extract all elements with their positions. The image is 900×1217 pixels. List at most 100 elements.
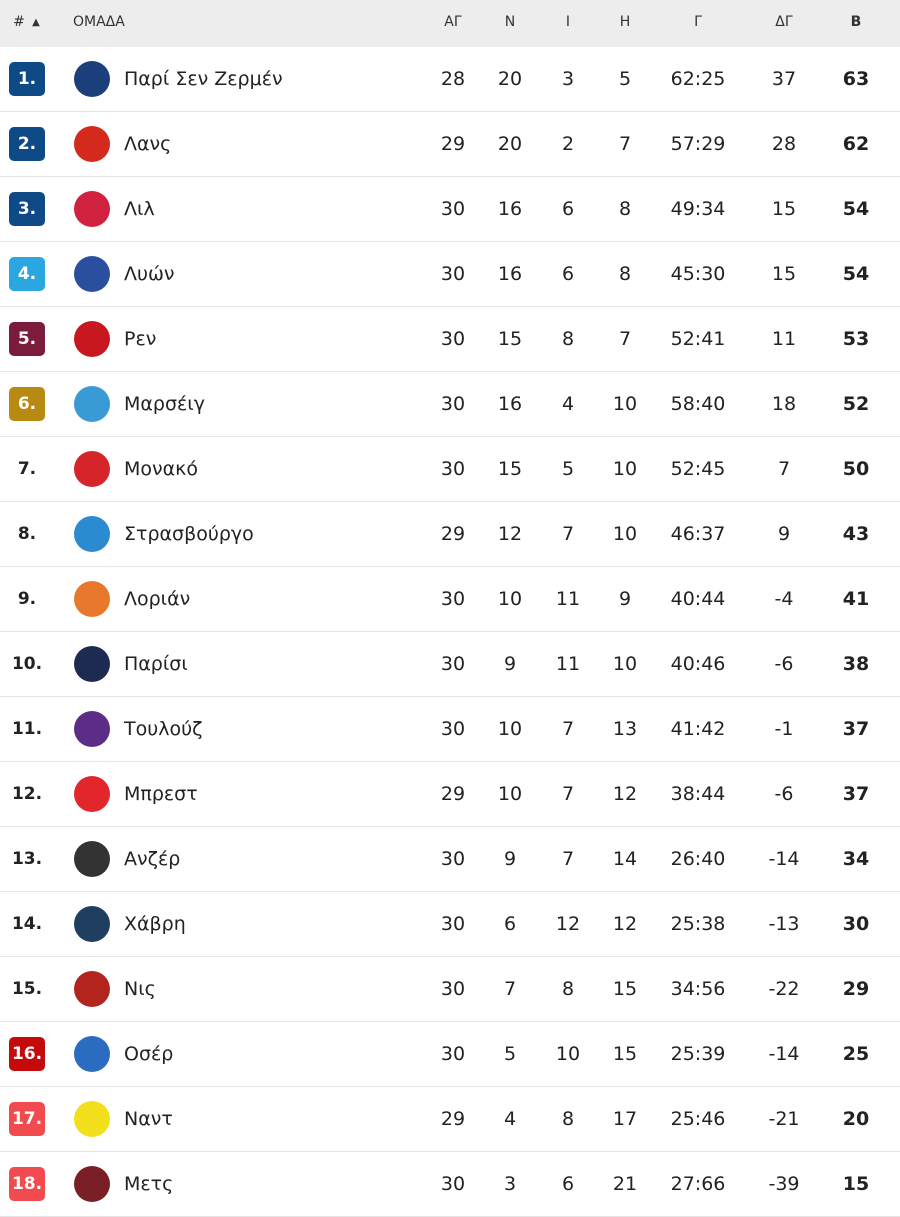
header-played[interactable]: ΑΓ [444,14,462,30]
played: 29 [440,523,466,545]
header-won[interactable]: Ν [504,14,516,30]
table-row[interactable]: 5. Ρεν 30 15 8 7 52:41 11 53 [0,307,900,372]
draw: 12 [555,913,581,935]
team-logo-icon [74,1036,110,1072]
team-logo-icon [74,1101,110,1137]
table-row[interactable]: 8. Στρασβούργο 29 12 7 10 46:37 9 43 [0,502,900,567]
won: 10 [497,783,523,805]
won: 7 [503,978,517,1000]
team-name[interactable]: Παρί Σεν Ζερμέν [124,68,283,90]
position-badge: 10. [11,654,43,674]
points: 37 [842,783,870,805]
table-row[interactable]: 4. Λυών 30 16 6 8 45:30 15 54 [0,242,900,307]
table-header: # ▲ ΟΜΑΔΑ ΑΓ Ν Ι Η Γ ΔΓ Β [0,0,900,47]
header-points[interactable]: Β [850,14,862,30]
lost: 12 [612,913,638,935]
points: 29 [842,978,870,1000]
table-row[interactable]: 7. Μονακό 30 15 5 10 52:45 7 50 [0,437,900,502]
goals: 25:46 [670,1108,726,1130]
points: 20 [842,1108,870,1130]
team-name[interactable]: Λανς [124,133,172,155]
table-row[interactable]: 14. Χάβρη 30 6 12 12 25:38 -13 30 [0,892,900,957]
lost: 10 [612,458,638,480]
team-logo-icon [74,841,110,877]
table-row[interactable]: 3. Λιλ 30 16 6 8 49:34 15 54 [0,177,900,242]
team-name[interactable]: Λυών [124,263,175,285]
team-name[interactable]: Ανζέρ [124,848,181,870]
team-name[interactable]: Παρίσι [124,653,188,675]
header-team[interactable]: ΟΜΑΔΑ [73,14,125,30]
table-row[interactable]: 16. Οσέρ 30 5 10 15 25:39 -14 25 [0,1022,900,1087]
played: 30 [440,978,466,1000]
lost: 10 [612,523,638,545]
team-name[interactable]: Τουλούζ [124,718,203,740]
lost: 13 [612,718,638,740]
team-logo-icon [74,256,110,292]
lost: 9 [618,588,632,610]
lost: 21 [612,1173,638,1195]
table-row[interactable]: 13. Ανζέρ 30 9 7 14 26:40 -14 34 [0,827,900,892]
team-name[interactable]: Στρασβούργο [124,523,254,545]
goals: 62:25 [670,68,726,90]
sort-ascending-icon[interactable]: ▲ [32,17,40,28]
team-name[interactable]: Μπρεστ [124,783,198,805]
goals: 52:45 [670,458,726,480]
table-row[interactable]: 18. Μετς 30 3 6 21 27:66 -39 15 [0,1152,900,1217]
team-name[interactable]: Χάβρη [124,913,186,935]
table-row[interactable]: 15. Νις 30 7 8 15 34:56 -22 29 [0,957,900,1022]
table-row[interactable]: 12. Μπρεστ 29 10 7 12 38:44 -6 37 [0,762,900,827]
team-name[interactable]: Οσέρ [124,1043,174,1065]
header-position[interactable]: # [13,14,25,30]
team-logo-icon [74,906,110,942]
points: 37 [842,718,870,740]
team-name[interactable]: Μαρσέιγ [124,393,205,415]
points: 15 [842,1173,870,1195]
header-goal-diff[interactable]: ΔΓ [775,14,793,30]
team-name[interactable]: Ναντ [124,1108,173,1130]
team-logo-icon [74,61,110,97]
goals: 26:40 [670,848,726,870]
header-goals[interactable]: Γ [694,14,702,30]
goals: 46:37 [670,523,726,545]
draw: 10 [555,1043,581,1065]
team-name[interactable]: Λιλ [124,198,155,220]
won: 4 [503,1108,517,1130]
draw: 6 [561,263,575,285]
header-lost[interactable]: Η [619,14,631,30]
goals: 49:34 [670,198,726,220]
team-name[interactable]: Μετς [124,1173,174,1195]
goals: 58:40 [670,393,726,415]
team-logo-icon [74,646,110,682]
played: 30 [440,588,466,610]
draw: 5 [561,458,575,480]
draw: 11 [555,588,581,610]
goals: 38:44 [670,783,726,805]
goal-diff: 9 [777,523,791,545]
played: 29 [440,133,466,155]
table-row[interactable]: 10. Παρίσι 30 9 11 10 40:46 -6 38 [0,632,900,697]
won: 9 [503,848,517,870]
draw: 8 [561,1108,575,1130]
won: 15 [497,328,523,350]
header-draw[interactable]: Ι [565,14,571,30]
goals: 41:42 [670,718,726,740]
goal-diff: -6 [774,653,794,675]
draw: 7 [561,718,575,740]
draw: 11 [555,653,581,675]
table-row[interactable]: 17. Ναντ 29 4 8 17 25:46 -21 20 [0,1087,900,1152]
team-logo-icon [74,451,110,487]
table-row[interactable]: 11. Τουλούζ 30 10 7 13 41:42 -1 37 [0,697,900,762]
won: 5 [503,1043,517,1065]
team-name[interactable]: Λοριάν [124,588,191,610]
played: 29 [440,1108,466,1130]
team-name[interactable]: Νις [124,978,156,1000]
team-name[interactable]: Μονακό [124,458,198,480]
table-row[interactable]: 6. Μαρσέιγ 30 16 4 10 58:40 18 52 [0,372,900,437]
team-name[interactable]: Ρεν [124,328,157,350]
table-row[interactable]: 2. Λανς 29 20 2 7 57:29 28 62 [0,112,900,177]
table-row[interactable]: 1. Παρί Σεν Ζερμέν 28 20 3 5 62:25 37 63 [0,47,900,112]
position-badge: 14. [11,914,43,934]
goals: 57:29 [670,133,726,155]
table-row[interactable]: 9. Λοριάν 30 10 11 9 40:44 -4 41 [0,567,900,632]
points: 54 [842,198,870,220]
